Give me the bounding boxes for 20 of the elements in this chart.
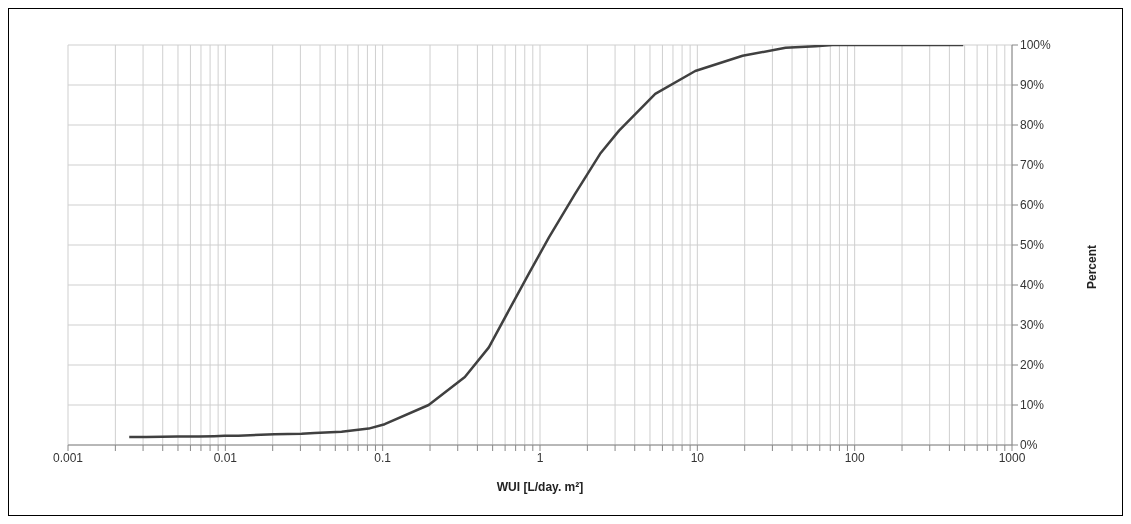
x-tick-label: 0.001 (52, 450, 84, 465)
y-tick-label: 0% (1020, 438, 1038, 453)
x-tick-label: 1 (536, 450, 544, 465)
y-tick-label: 100% (1020, 38, 1052, 53)
y-tick-label: 80% (1020, 118, 1045, 133)
y-axis-title: Percent (1085, 245, 1100, 290)
x-tick-label: 10 (690, 450, 705, 465)
x-tick-label: 0.01 (213, 450, 238, 465)
y-tick-label: 40% (1020, 278, 1045, 293)
y-tick-label: 50% (1020, 238, 1045, 253)
y-tick-label: 20% (1020, 358, 1045, 373)
x-axis-title: WUI [L/day. m²] (496, 480, 584, 494)
x-tick-label: 0.1 (374, 450, 392, 465)
y-tick-label: 90% (1020, 78, 1045, 93)
y-tick-label: 70% (1020, 158, 1045, 173)
y-tick-label: 10% (1020, 398, 1045, 413)
x-tick-label: 1000 (998, 450, 1026, 465)
y-tick-label: 30% (1020, 318, 1045, 333)
y-tick-label: 60% (1020, 198, 1045, 213)
x-tick-label: 100 (844, 450, 865, 465)
